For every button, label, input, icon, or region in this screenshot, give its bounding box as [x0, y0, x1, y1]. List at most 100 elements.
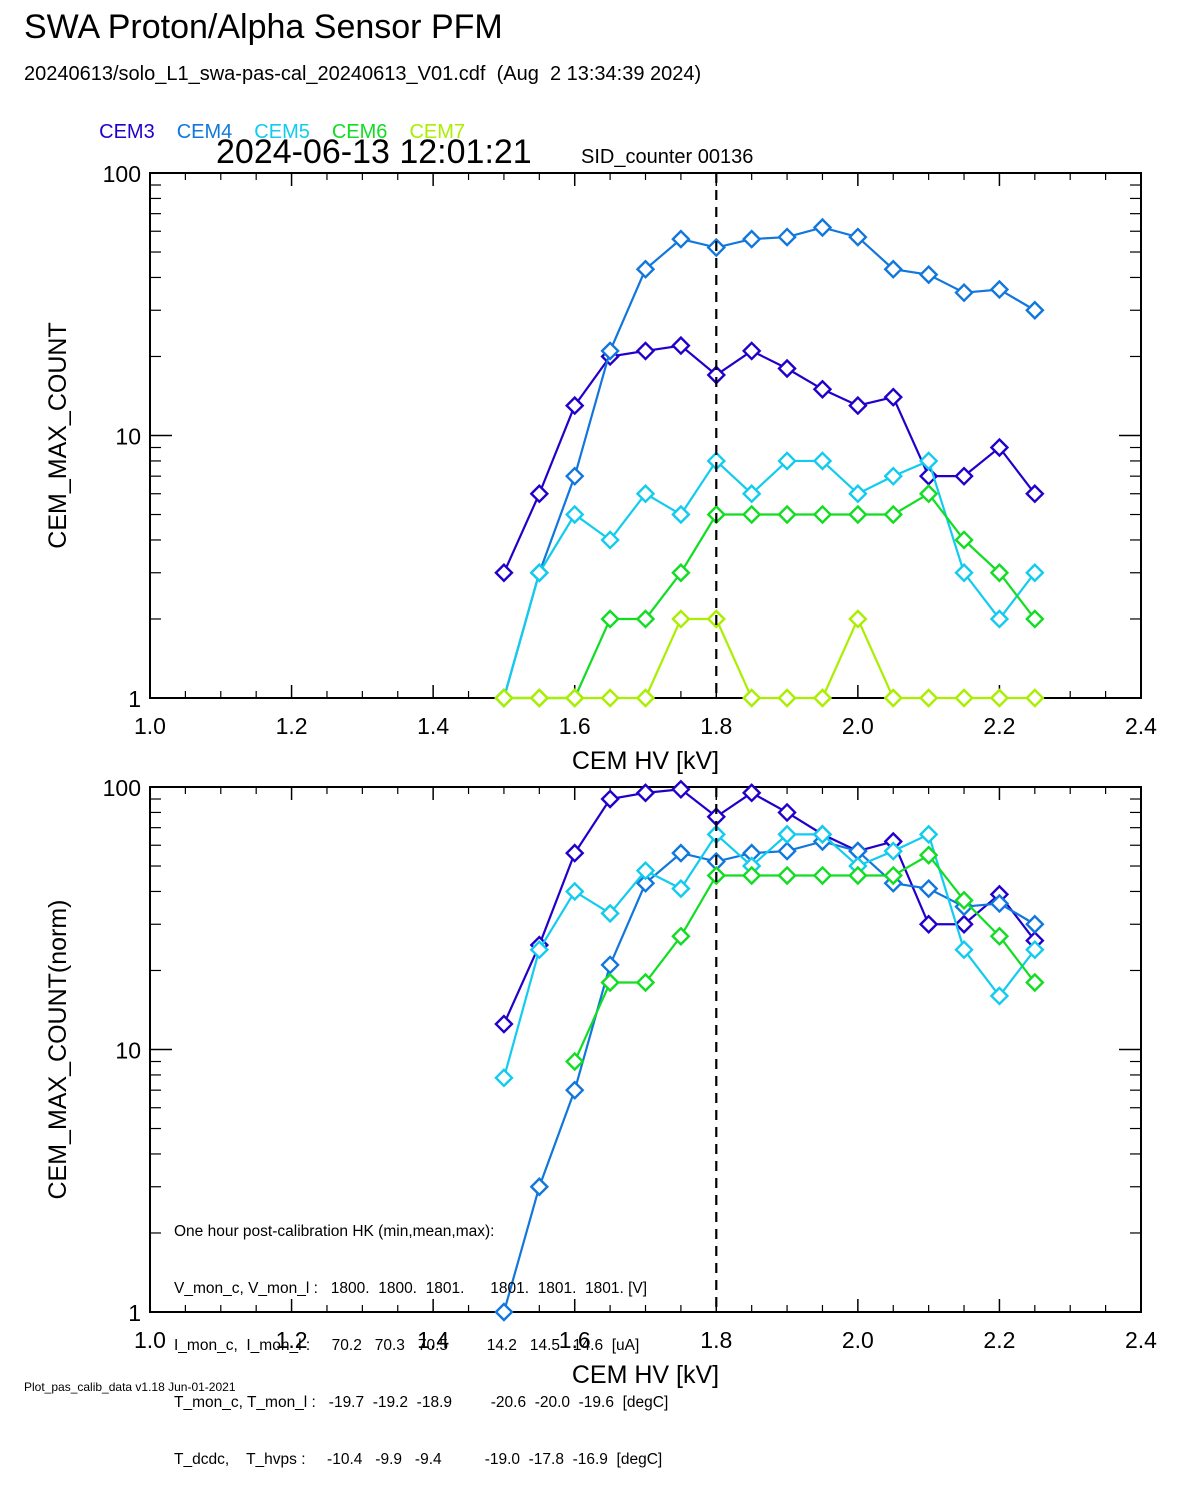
series-cem3-marker [1025, 484, 1045, 504]
panel-bottom: 1.0 1.2 1.4 1.6 1.8 2.0 2.2 2.4 1 10 100 CEM HV [kV… [44, 775, 1157, 1389]
series-cem3-marker [918, 914, 939, 934]
page-title: SWA Proton/Alpha Sensor PFM [24, 8, 503, 46]
series-cem7-marker [1025, 688, 1045, 708]
series-cem6-marker [777, 504, 797, 525]
series-cem4-marker [600, 955, 620, 975]
series-cem7-marker [989, 688, 1010, 708]
series-cem3-marker [635, 783, 656, 803]
series-cem3-marker [812, 379, 833, 399]
series-cem7-marker [883, 688, 903, 708]
series-cem3-marker [494, 1014, 514, 1034]
series-cem6-marker [741, 504, 762, 525]
series-cem6-marker [883, 865, 903, 886]
x-tick-label: 1.8 [700, 713, 732, 739]
series-cem6-marker [1025, 609, 1045, 629]
series-cem7-marker [848, 609, 868, 629]
legend-entry-cem6: CEM6 [331, 121, 388, 143]
series-cem6-marker [989, 563, 1010, 583]
series-cem6-marker [635, 609, 656, 629]
hk-line-v-mon: V_mon_c, V_mon_l : 1800. 1800. 1801. 180… [174, 1280, 648, 1297]
hk-line-t-mon: T_mon_c, T_mon_l : -19.7 -19.2 -18.9 -20… [174, 1394, 669, 1411]
panel-top: 1.0 1.2 1.4 1.6 1.8 2.0 2.2 2.4 1 10 100 CEM HV [kV… [44, 161, 1157, 775]
legend-entry-cem5: CEM5 [254, 121, 310, 143]
series-cem6-marker [671, 563, 691, 583]
series-cem7-marker [565, 688, 585, 708]
series-cem7-marker [777, 688, 797, 708]
series-cem3-marker [954, 914, 974, 934]
series-cem4-marker [1025, 914, 1045, 934]
series-cem4-marker [1025, 300, 1045, 320]
series-cem5-marker [848, 484, 868, 504]
series-cem4-marker [848, 227, 868, 247]
series-cem5-marker [918, 451, 939, 471]
series-cem5-marker [635, 484, 656, 504]
hk-line-t-dcdc: T_dcdc, T_hvps : -10.4 -9.9 -9.4 -19.0 -… [174, 1451, 663, 1468]
series-cem4-marker [529, 1177, 550, 1197]
series-cem4-marker [565, 466, 585, 486]
series-cem5-marker [1025, 939, 1045, 960]
x-tick-label: 2.0 [842, 713, 874, 739]
series-cem5-marker [989, 986, 1010, 1006]
series-cem5-marker [529, 563, 550, 583]
series-cem6-marker [918, 845, 939, 865]
series-cem3-marker [989, 437, 1010, 458]
series-cem5-marker [635, 860, 656, 881]
series-cem4-marker [671, 843, 691, 863]
series-cem6-marker [848, 504, 868, 525]
series-cem4-line [502, 840, 1036, 1313]
series-cem4-marker [671, 229, 691, 249]
series-cem5-marker [565, 881, 585, 902]
series-cem7-marker [918, 688, 939, 708]
series-cem4-marker [812, 217, 833, 238]
series-cem6-line [573, 853, 1036, 1062]
legend-entry-cem7: CEM7 [409, 121, 466, 143]
series-cem3-marker [529, 484, 550, 504]
series-cem4-marker [635, 873, 656, 893]
series-cem3-marker [954, 466, 974, 486]
series-cem5-marker [954, 939, 974, 960]
charts-canvas: 1.0 1.2 1.4 1.6 1.8 2.0 2.2 2.4 1 10 100 CEM HV [kV… [44, 161, 1157, 1389]
series-cem5-marker [812, 824, 833, 845]
x-tick-label: 1.0 [134, 713, 166, 739]
x-tick-label: 1.0 [134, 1327, 166, 1353]
series-cem5-marker [883, 466, 903, 486]
series-cem7-marker [600, 688, 620, 708]
x-tick-label: 1.6 [559, 713, 591, 739]
timestamp: 2024-06-13 12:01:21 [216, 133, 532, 171]
series-cem7-line [503, 616, 1035, 700]
series-cem4-marker [635, 259, 656, 279]
series-cem3-marker [848, 395, 868, 416]
series-cem4-marker [741, 229, 762, 249]
legend: CEM3 CEM4 CEM5 CEM6 CEM7 [88, 98, 487, 144]
series-cem5-marker [777, 824, 797, 845]
series-layer [494, 217, 1045, 708]
series-cem5-marker [1025, 563, 1045, 583]
series-cem6-marker [1025, 972, 1045, 993]
series-cem6-marker [600, 972, 620, 993]
series-cem5-line [502, 832, 1036, 1079]
sid-counter: SID_counter 00136 [581, 146, 754, 168]
series-cem3-marker [600, 789, 620, 809]
hk-line-title: One hour post-calibration HK (min,mean,m… [174, 1223, 495, 1240]
y-axis-title: CEM_MAX_COUNT(norm) [44, 899, 72, 1199]
series-cem5-marker [954, 563, 974, 583]
series-layer [494, 779, 1045, 1322]
series-cem3-marker [671, 779, 691, 800]
series-cem4-marker [989, 893, 1010, 914]
series-cem7-marker [529, 688, 550, 708]
series-cem5-marker [671, 504, 691, 525]
series-cem5-marker [741, 484, 762, 504]
series-cem6-marker [635, 972, 656, 993]
series-cem3-marker [777, 358, 797, 379]
series-cem3-marker [635, 341, 656, 361]
y-tick-label: 10 [115, 1038, 141, 1064]
y-tick-label: 1 [128, 1300, 141, 1326]
series-cem7-marker [954, 688, 974, 708]
series-cem6-marker [954, 890, 974, 911]
series-cem6-marker [883, 504, 903, 525]
y-axis-title: CEM_MAX_COUNT [44, 322, 72, 548]
x-tick-label: 1.2 [276, 713, 308, 739]
y-tick-label: 100 [103, 161, 141, 187]
series-cem4-line [502, 226, 1036, 699]
series-cem5-marker [812, 451, 833, 471]
